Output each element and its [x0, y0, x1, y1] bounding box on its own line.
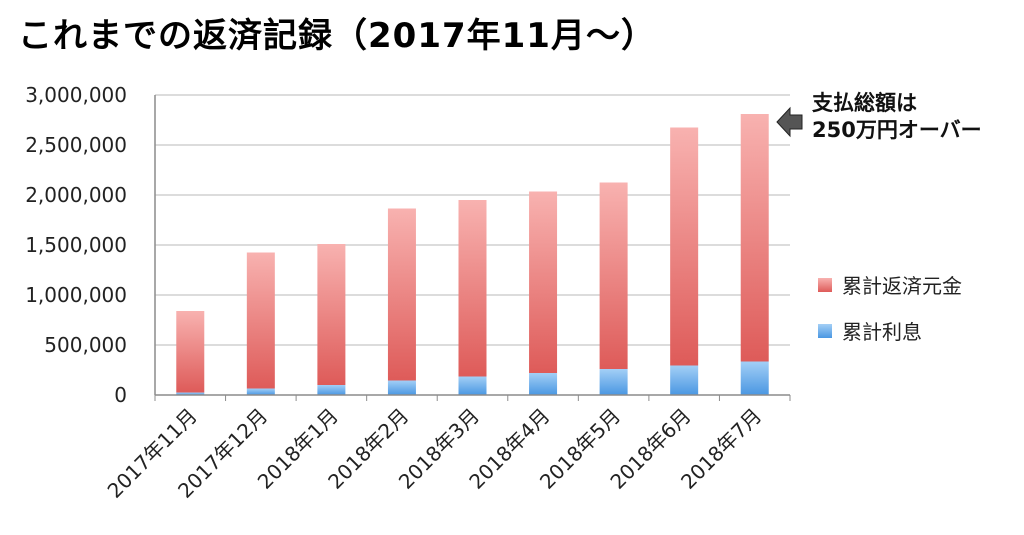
- bar-interest: [458, 376, 487, 395]
- bar-interest: [176, 392, 205, 395]
- bar-interest: [387, 380, 416, 395]
- bar-principal: [387, 208, 416, 381]
- chart-legend: 累計返済元金 累計利息: [818, 270, 962, 362]
- bar-interest: [599, 369, 628, 395]
- bar-interest: [317, 385, 346, 395]
- bar-principal: [317, 244, 346, 385]
- y-tick-label: 1,500,000: [25, 233, 127, 257]
- annotation-line-2: 250万円オーバー: [812, 118, 982, 142]
- legend-item-interest: 累計利息: [818, 316, 962, 345]
- y-tick-label: 0: [114, 383, 127, 407]
- axes: [154, 95, 791, 401]
- annotation-line-1: 支払総額は: [812, 91, 917, 115]
- bar-principal: [458, 200, 487, 377]
- total-payment-annotation: 支払総額は 250万円オーバー: [812, 90, 982, 144]
- legend-swatch-interest: [818, 323, 832, 338]
- bar-principal: [176, 311, 205, 393]
- bar-principal: [529, 191, 558, 373]
- annotation-arrow-icon: [776, 106, 803, 138]
- x-tick-labels: 2017年11月2017年12月2018年1月2018年2月2018年3月201…: [103, 404, 767, 503]
- bar-principal: [740, 114, 769, 362]
- legend-swatch-principal: [818, 277, 832, 292]
- bar-interest: [670, 365, 699, 395]
- bar-interest: [740, 361, 769, 395]
- legend-label-principal: 累計返済元金: [842, 274, 962, 298]
- y-tick-label: 500,000: [44, 333, 127, 357]
- legend-label-interest: 累計利息: [842, 320, 922, 344]
- y-tick-label: 2,500,000: [25, 133, 127, 157]
- bar-principal: [670, 127, 699, 366]
- legend-item-principal: 累計返済元金: [818, 270, 962, 299]
- y-tick-label: 1,000,000: [25, 283, 127, 307]
- y-tick-label: 2,000,000: [25, 183, 127, 207]
- bars: [176, 114, 769, 395]
- chart-title: これまでの返済記録（2017年11月〜）: [18, 16, 656, 56]
- bar-principal: [246, 252, 275, 389]
- bar-principal: [599, 182, 628, 369]
- y-tick-label: 3,000,000: [25, 83, 127, 107]
- bar-interest: [246, 388, 275, 395]
- y-tick-labels: 0 500,000 1,000,000 1,500,000 2,000,000 2,500…: [25, 83, 127, 407]
- bar-interest: [529, 373, 558, 395]
